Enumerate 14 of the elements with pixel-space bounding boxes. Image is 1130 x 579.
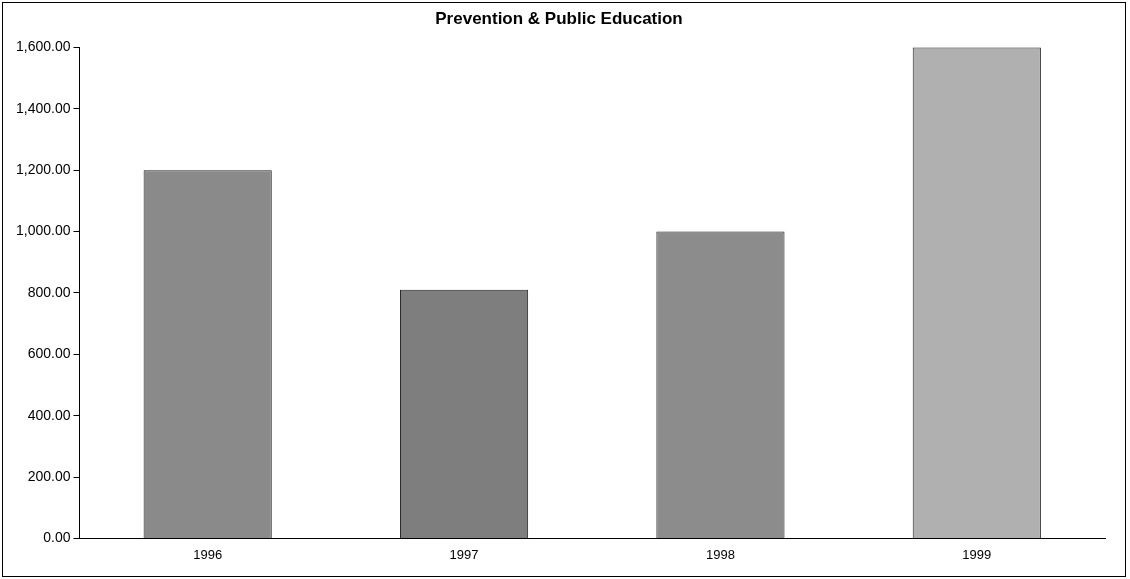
y-tick-label: 1,400.00 (16, 99, 71, 116)
x-tick-label: 1999 (962, 546, 992, 562)
x-tick-label: 1997 (449, 546, 479, 562)
y-tick-label: 0.00 (43, 529, 71, 546)
x-tick-label: 1998 (705, 546, 735, 562)
y-tick-label: 600.00 (27, 345, 71, 362)
y-tick-label: 1,000.00 (16, 222, 71, 239)
y-tick-label: 200.00 (27, 467, 71, 484)
y-tick-label: 400.00 (27, 406, 71, 423)
x-tick-label: 1996 (193, 546, 223, 562)
chart-title: Prevention & Public Education (435, 8, 683, 28)
y-tick-label: 800.00 (27, 283, 71, 300)
y-tick-label: 1,600.00 (16, 38, 71, 55)
y-tick-label: 1,200.00 (16, 161, 71, 178)
